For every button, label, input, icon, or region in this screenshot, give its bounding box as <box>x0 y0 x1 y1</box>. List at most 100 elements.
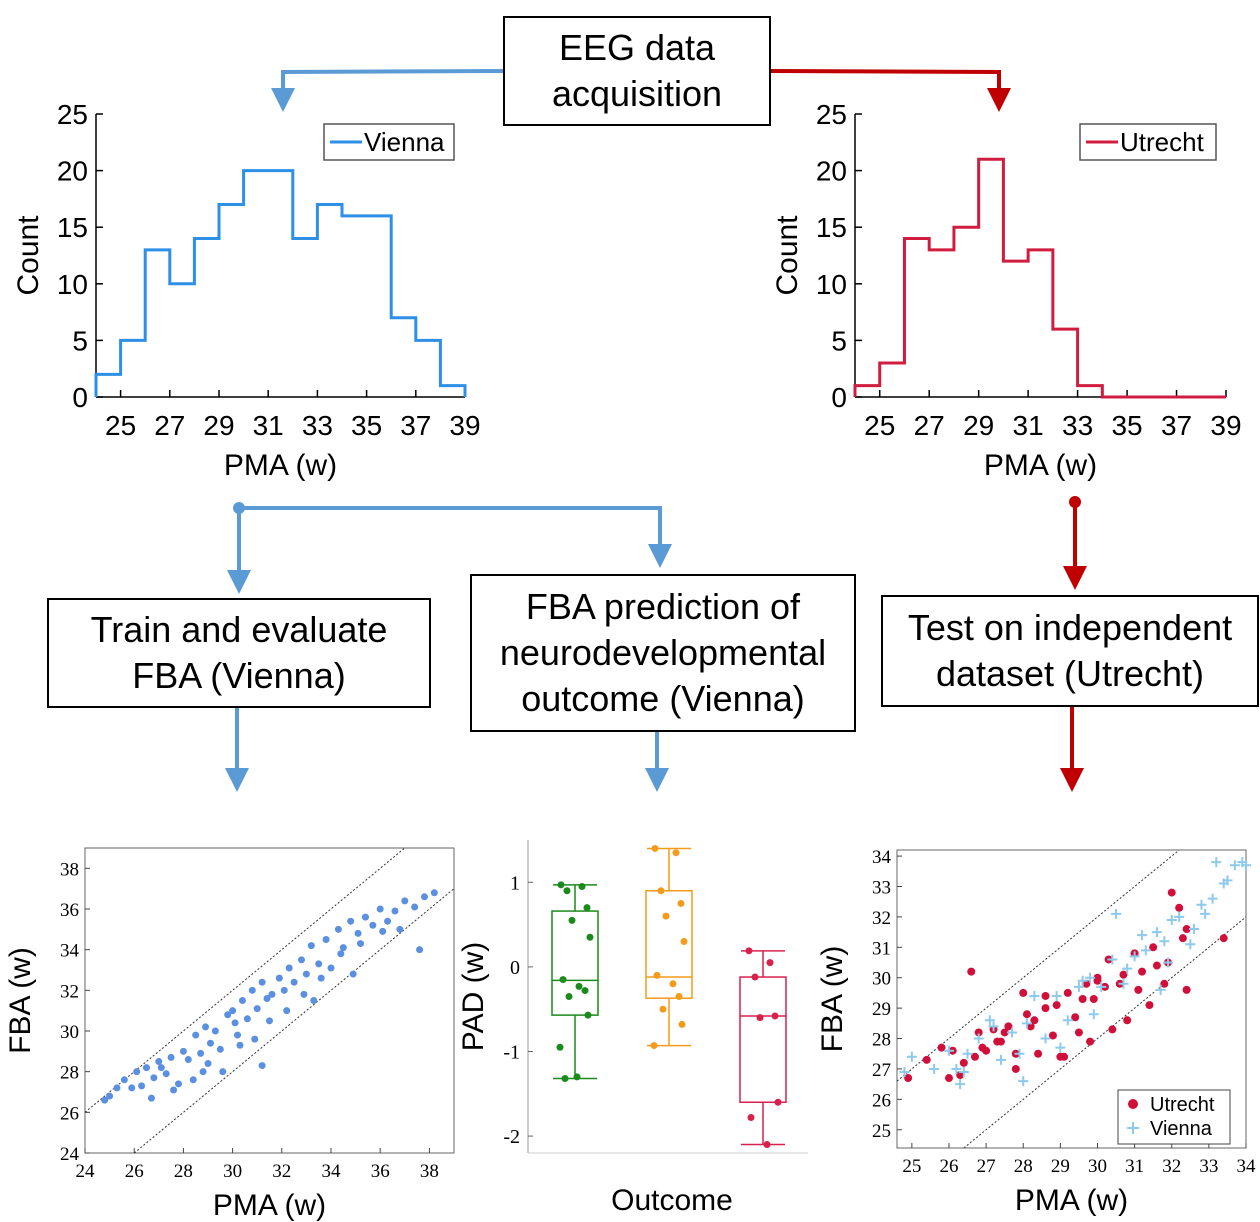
data-point <box>581 987 589 995</box>
y-tick-label: 30 <box>872 969 891 990</box>
x-tick-label: 29 <box>1051 1156 1070 1177</box>
y-tick-label: 24 <box>60 1144 80 1165</box>
data-point-utrecht <box>1048 1031 1057 1040</box>
data-point-pma <box>334 925 342 933</box>
x-tick-label: 39 <box>449 410 480 441</box>
data-point-pma <box>376 905 384 913</box>
data-point-vienna <box>1111 908 1122 919</box>
data-point <box>763 1141 771 1149</box>
data-point-pma <box>113 1084 121 1092</box>
data-point-pma <box>379 927 387 935</box>
data-point-vienna <box>984 1015 995 1026</box>
x-tick-label: 35 <box>1111 410 1142 441</box>
data-point-utrecht <box>1182 985 1191 994</box>
upper-bound-line <box>896 849 1180 1082</box>
data-point-utrecht <box>1219 934 1228 943</box>
data-point-vienna <box>1088 1009 1099 1020</box>
acquisition-box: EEG data acquisition <box>503 16 771 126</box>
legend-marker <box>1127 1122 1139 1134</box>
data-point-vienna <box>951 1063 962 1074</box>
y-tick-label: 5 <box>831 325 847 356</box>
data-point-vienna <box>995 1054 1006 1065</box>
data-point-pma <box>361 913 369 921</box>
y-tick-label: 28 <box>60 1063 79 1084</box>
y-tick-label: 28 <box>872 1030 891 1051</box>
data-point-pma <box>174 1080 182 1088</box>
data-point-pma <box>263 994 271 1002</box>
data-point-pma <box>197 1049 205 1057</box>
x-tick-label: 33 <box>302 410 333 441</box>
data-point-pma <box>411 903 419 911</box>
data-point-pma <box>384 917 392 925</box>
y-tick-label: 34 <box>60 941 80 962</box>
data-point-pma <box>416 946 424 954</box>
y-tick-label: 0 <box>72 382 88 413</box>
y-tick-label: 10 <box>57 269 88 300</box>
data-point-utrecht <box>1108 1025 1117 1034</box>
x-tick-label: 39 <box>1210 410 1241 441</box>
data-point-pma <box>275 974 283 982</box>
data-point-pma <box>401 897 409 905</box>
data-point-utrecht <box>970 1052 979 1061</box>
x-tick-label: 37 <box>1161 410 1192 441</box>
data-point <box>651 844 659 852</box>
x-axis-label: Outcome <box>611 1184 733 1217</box>
data-point-pma <box>143 1064 150 1072</box>
x-tick-label: 34 <box>322 1161 342 1182</box>
data-point-pma <box>285 964 293 972</box>
data-point-vienna <box>1055 1042 1066 1053</box>
data-point-pma <box>236 1041 244 1049</box>
x-tick-label: 26 <box>125 1161 144 1182</box>
data-point-utrecht <box>944 1074 953 1083</box>
y-tick-label: 34 <box>872 847 892 868</box>
data-point-vienna <box>1007 1027 1018 1038</box>
data-point-vienna <box>1014 1048 1025 1059</box>
data-point-utrecht <box>1160 979 1169 988</box>
data-point-utrecht <box>1082 979 1091 988</box>
data-point-pma <box>229 1007 237 1015</box>
data-point-vienna <box>1229 860 1240 871</box>
plot-frame <box>84 847 455 1154</box>
data-point <box>745 947 753 955</box>
data-point-pma <box>248 986 256 994</box>
y-tick-label: 10 <box>816 269 847 300</box>
data-point-pma <box>189 1076 197 1084</box>
data-point-pma <box>258 1062 266 1070</box>
data-point-pma <box>300 990 308 998</box>
data-point-vienna <box>1189 924 1200 935</box>
train-box: Train and evaluate FBA (Vienna) <box>47 598 431 708</box>
histogram-series-utrecht <box>853 157 1226 399</box>
predict-box: FBA prediction of neurodevelopmental out… <box>470 574 856 732</box>
x-tick-label: 33 <box>1062 410 1093 441</box>
data-point-vienna <box>1021 1018 1032 1029</box>
lower-bound-line <box>133 888 455 1154</box>
arrow-acquisition-to-vienna <box>271 69 504 112</box>
y-axis-label: FBA (w) <box>816 946 849 1053</box>
x-tick-label: 38 <box>420 1161 439 1182</box>
x-tick-label: 36 <box>371 1161 390 1182</box>
x-axis-label: PMA (w) <box>224 449 337 482</box>
x-tick-label: 31 <box>253 410 284 441</box>
x-tick-label: 28 <box>174 1161 193 1182</box>
scatter-vienna: 24 26 28 30 32 34 36 38 24 26 28 30 32 34 36 38 PMA (w) F… <box>4 847 455 1222</box>
x-tick-label: 35 <box>351 410 382 441</box>
data-point-utrecht <box>1011 1064 1020 1073</box>
histogram-utrecht: 0 5 10 15 20 25 25 27 29 31 33 35 37 39 PMA (w) Count Ut… <box>771 99 1242 482</box>
data-point-utrecht <box>1138 967 1147 976</box>
data-point <box>747 1113 755 1121</box>
data-point-vienna <box>1159 936 1170 947</box>
data-point-vienna <box>1166 914 1177 925</box>
y-tick-label: 32 <box>872 908 891 929</box>
x-tick-label: 28 <box>1014 1156 1033 1177</box>
data-point <box>573 1073 581 1081</box>
data-point-pma <box>157 1064 165 1072</box>
x-tick-label: 32 <box>1162 1156 1181 1177</box>
data-point-pma <box>147 1094 155 1102</box>
data-point-pma <box>396 925 404 933</box>
data-point-utrecht <box>1041 991 1050 1000</box>
data-point-utrecht <box>1041 1004 1050 1013</box>
data-point-pma <box>317 974 325 982</box>
data-point-vienna <box>988 1021 999 1032</box>
data-point-pma <box>216 1045 224 1053</box>
x-tick-label: 24 <box>76 1161 96 1182</box>
